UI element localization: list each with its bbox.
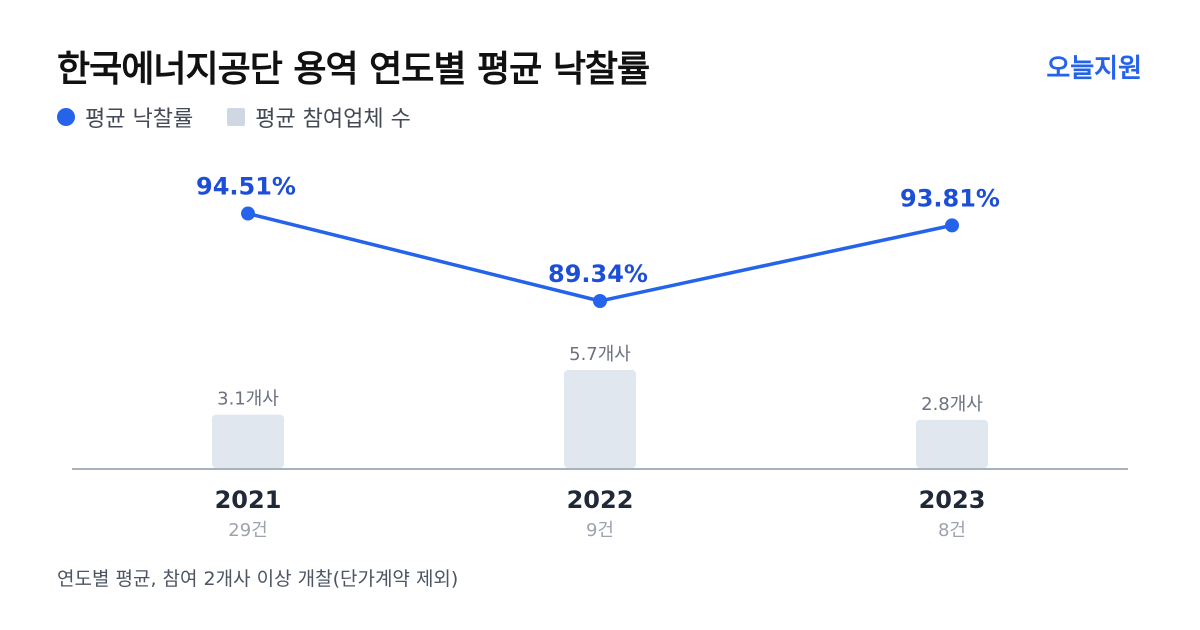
bar-label-2022: 5.7개사 — [569, 344, 631, 365]
bar-2022 — [564, 369, 636, 468]
bar-label-2021: 3.1개사 — [217, 389, 279, 410]
legend-item-bar: 평균 참여업체 수 — [227, 101, 411, 133]
bar-2023 — [916, 419, 988, 468]
legend-bar-label: 평균 참여업체 수 — [255, 107, 411, 132]
rate-label-2023: 93.81% — [900, 184, 1000, 212]
rate-point-2021 — [241, 206, 255, 221]
count-label-2022: 9건 — [586, 520, 614, 541]
bar-2021 — [212, 414, 284, 468]
rate-point-2023 — [945, 218, 959, 233]
rate-label-2021: 94.51% — [196, 173, 296, 201]
footnote: 연도별 평균, 참여 2개사 이상 개찰(단가계약 제외) — [57, 568, 459, 590]
rate-label-2022: 89.34% — [548, 260, 648, 288]
x-tick-2021: 2021 — [215, 486, 282, 514]
legend-square-icon — [227, 108, 246, 126]
chart-title: 한국에너지공단 용역 연도별 평균 낙찰률 — [57, 49, 650, 90]
legend-line-label: 평균 낙찰률 — [85, 107, 194, 132]
x-tick-2023: 2023 — [919, 486, 986, 514]
legend-dot-icon — [57, 108, 75, 126]
rate-point-2022 — [593, 294, 607, 308]
brand-logo[interactable]: 오늘지원 — [1046, 54, 1142, 84]
legend: 평균 낙찰률 평균 참여업체 수 — [57, 101, 411, 133]
x-tick-2022: 2022 — [567, 486, 634, 514]
count-label-2023: 8건 — [938, 520, 966, 541]
bar-label-2023: 2.8개사 — [921, 394, 983, 415]
legend-item-line: 평균 낙찰률 — [57, 101, 193, 133]
count-label-2021: 29건 — [228, 520, 267, 541]
